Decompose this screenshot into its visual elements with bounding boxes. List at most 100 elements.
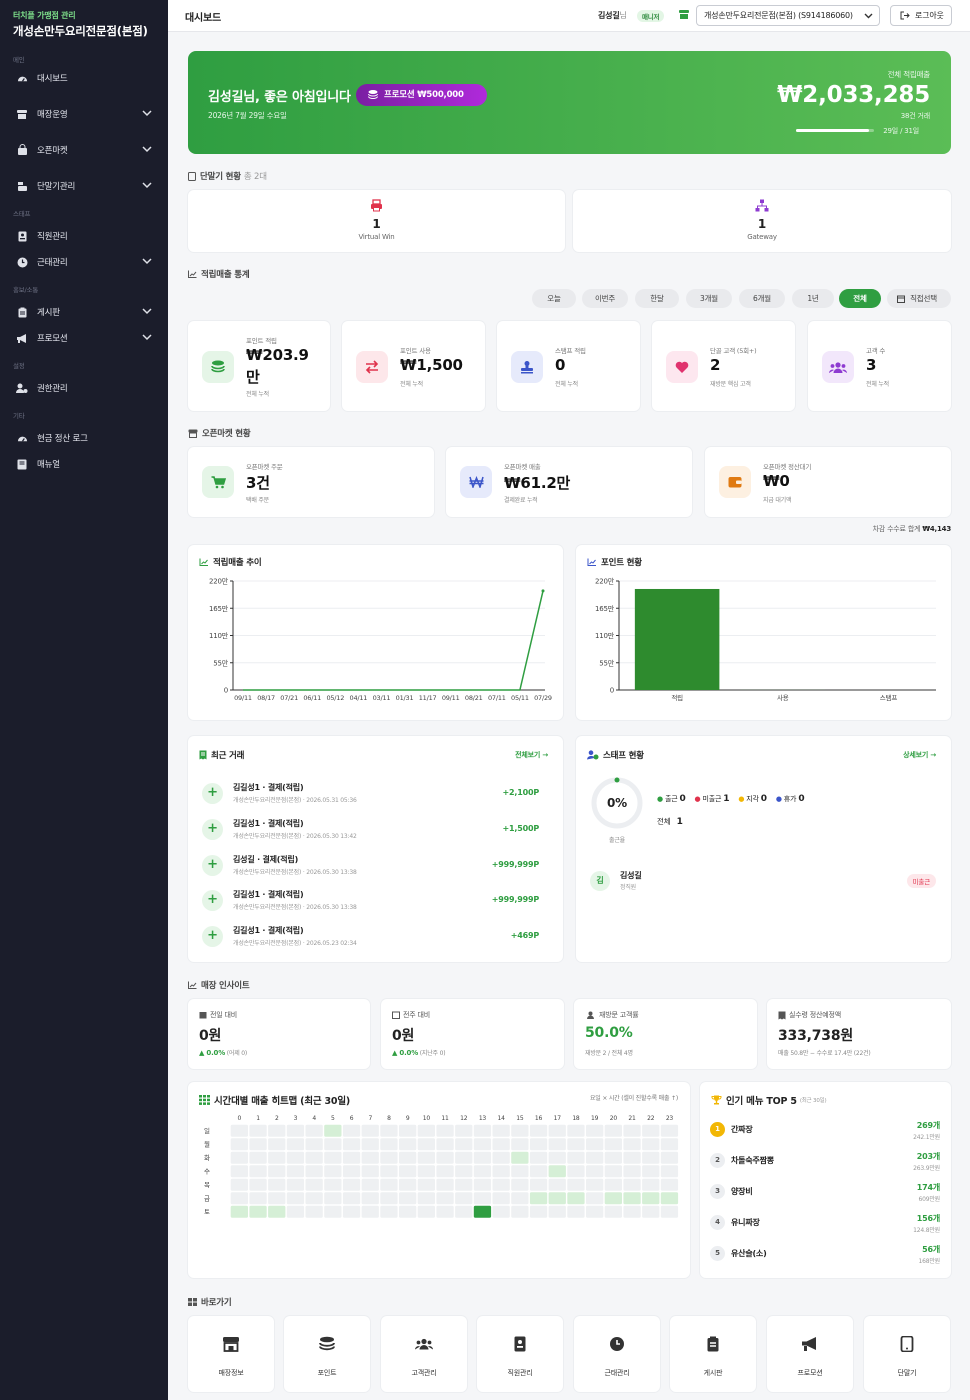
sidebar-item-promotion[interactable]: 프로모션: [0, 325, 168, 351]
heatmap-cell: [642, 1151, 660, 1164]
day-label: 수: [204, 1167, 210, 1175]
heatmap-cell: [324, 1165, 342, 1178]
chart-area-icon: [587, 558, 596, 566]
network-icon: [755, 199, 769, 212]
heatmap-cell: [642, 1205, 660, 1218]
sidebar-item-terminals[interactable]: 단말기관리: [0, 173, 168, 199]
shortcut-board[interactable]: 게시판: [670, 1316, 756, 1392]
sidebar-item-staff[interactable]: 직원관리: [0, 223, 168, 249]
heatmap-cell: [548, 1165, 566, 1178]
period-tab-week[interactable]: 이번주: [582, 289, 628, 308]
shortcut-attendance[interactable]: 근태관리: [574, 1316, 660, 1392]
transaction-row[interactable]: + 김길성1 · 결제(적립) 개성손만두요리전문점(본점) · 2026.05.3…: [202, 779, 539, 815]
stat-sub: 전체 누적: [400, 381, 423, 388]
users-icon: [415, 1338, 433, 1350]
shortcut-staff[interactable]: 직원관리: [477, 1316, 563, 1392]
card-title-row: 시간대별 매출 히트맵 (최근 30일): [199, 1093, 350, 1107]
y-tick-label: 55만: [599, 658, 615, 667]
y-tick-label: 0: [610, 687, 614, 695]
brand: 터치플 가맹점 관리 개성손만두요리전문점(본점): [0, 0, 168, 47]
transaction-row[interactable]: + 김성길 · 결제(적립) 개성손만두요리전문점(본점) · 2026.05.30…: [202, 851, 539, 887]
menu-name: 양장비: [731, 1187, 753, 1196]
calendar-icon: [199, 1012, 207, 1019]
shortcut-customers[interactable]: 고객관리: [381, 1316, 467, 1392]
heatmap-cell: [399, 1151, 417, 1164]
sidebar-item-attendance[interactable]: 근태관리: [0, 249, 168, 275]
card-title-row: 스태프 현황: [587, 749, 644, 761]
sidebar-item-label: 권한관리: [37, 384, 68, 394]
stat-label: 오픈마켓 주문: [246, 463, 283, 471]
shortcut-store-info[interactable]: 매장정보: [188, 1316, 274, 1392]
clock-icon: [610, 1337, 624, 1351]
heatmap-cell: [567, 1165, 585, 1178]
terminal-card-virtual-win[interactable]: 1 Virtual Win: [188, 190, 565, 252]
terminal-card-gateway[interactable]: 1 Gateway: [573, 190, 951, 252]
sidebar-item-label: 매장운영: [37, 110, 68, 120]
x-tick-label: 적립: [671, 694, 683, 702]
stat-label: 스탬프 적립: [555, 347, 586, 355]
chart-card-points: 포인트 현황 220만 165만 110만 55만 0 적립 사용 스탬프: [576, 545, 951, 720]
top-menu-row[interactable]: 3 양장비 174개 609만원: [710, 1178, 940, 1206]
store-select[interactable]: 개성손만두요리전문점(본점) (S914186060): [696, 5, 880, 26]
staff-member-row[interactable]: 김 김성길 정직원 미출근: [590, 869, 936, 895]
transaction-row[interactable]: + 김길성1 · 결제(적립) 개성손만두요리전문점(본점) · 2026.05.3…: [202, 886, 539, 922]
menu-count: 174개: [916, 1183, 940, 1192]
transaction-row[interactable]: + 김길성1 · 결제(적립) 개성손만두요리전문점(본점) · 2026.05.3…: [202, 815, 539, 851]
promotion-badge[interactable]: 프로모션 ₩500,000: [356, 84, 487, 106]
period-tab-custom[interactable]: 직접선택: [887, 289, 951, 308]
stat-value: ₩203.9: [246, 346, 309, 364]
sidebar-item-openmarket[interactable]: 오픈마켓: [0, 137, 168, 163]
hour-label: 14: [498, 1115, 506, 1122]
shortcut-label: 게시판: [703, 1369, 723, 1377]
period-tab-month[interactable]: 한달: [635, 289, 679, 308]
shortcut-terminal[interactable]: 단말기: [864, 1316, 950, 1392]
megaphone-icon: [802, 1337, 816, 1351]
shortcut-points[interactable]: 포인트: [284, 1316, 370, 1392]
terminal-label: Virtual Win: [358, 233, 395, 241]
top-menu-row[interactable]: 4 유니짜장 156개 124.8만원: [710, 1209, 940, 1237]
period-tab-3months[interactable]: 3개월: [686, 289, 732, 308]
insight-label-row: 재방문 고객률: [585, 1010, 639, 1020]
heatmap-cell: [604, 1138, 622, 1151]
day-label: 목: [204, 1181, 210, 1189]
period-tab-1year[interactable]: 1년: [792, 289, 834, 308]
top-menu-row[interactable]: 2 차돌숙주짬뽕 203개 263.9만원: [710, 1147, 940, 1175]
top-menu-row[interactable]: 1 간짜장 269개 242.1만원: [710, 1116, 940, 1144]
users-icon: [822, 351, 854, 383]
transaction-row[interactable]: + 김길성1 · 결제(적립) 개성손만두요리전문점(본점) · 2026.05.2…: [202, 922, 539, 958]
y-tick-label: 220만: [595, 577, 615, 586]
legend-label: 휴가: [783, 795, 797, 803]
shortcut-label: 고객관리: [411, 1369, 437, 1377]
stat-card-regular-customers: 단골 고객 (5회+) 2 재방문 핵심 고객: [652, 321, 795, 411]
stat-sub: 전체 누적: [866, 381, 889, 388]
shortcut-label: 매장정보: [218, 1369, 244, 1377]
sidebar-item-manual[interactable]: 매뉴얼: [0, 451, 168, 477]
heatmap-cell: [361, 1178, 379, 1191]
sidebar-item-permissions[interactable]: 권한관리: [0, 375, 168, 401]
heatmap-cell: [529, 1151, 548, 1164]
heatmap-cell: [305, 1138, 323, 1151]
heatmap-cell: [286, 1138, 305, 1151]
shortcut-promotion[interactable]: 프로모션: [767, 1316, 853, 1392]
view-all-transactions-link[interactable]: 전체보기 →: [515, 751, 548, 759]
sidebar-item-board[interactable]: 게시판: [0, 299, 168, 325]
heatmap-cell: [268, 1124, 286, 1137]
tablet-icon: [900, 1336, 914, 1352]
attendance-ring: [591, 777, 643, 829]
insight-card-revisit-rate: 재방문 고객률 50.0% 재방문 2 / 전체 4명: [574, 999, 757, 1069]
period-tab-all[interactable]: 전체: [839, 289, 881, 308]
sidebar-item-cash-log[interactable]: 현금 정산 로그: [0, 425, 168, 451]
top-menu-row[interactable]: 5 유산슬(소) 56개 168만원: [710, 1240, 940, 1268]
period-tab-6months[interactable]: 6개월: [739, 289, 785, 308]
sidebar-item-dashboard[interactable]: 대시보드: [0, 65, 168, 91]
staff-detail-link[interactable]: 상세보기 →: [903, 751, 936, 759]
sidebar-item-store-ops[interactable]: 매장운영: [0, 101, 168, 127]
heatmap-cell: [268, 1205, 286, 1218]
chevron-down-icon: [142, 110, 152, 117]
openmarket-card-orders: 오픈마켓 주문 3건 택배 주문: [188, 447, 434, 517]
cart-icon: [202, 466, 234, 498]
heatmap-cell: [417, 1165, 435, 1178]
period-tab-today[interactable]: 오늘: [532, 289, 576, 308]
logout-button[interactable]: 로그아웃: [890, 5, 952, 26]
heatmap-cell: [623, 1151, 641, 1164]
